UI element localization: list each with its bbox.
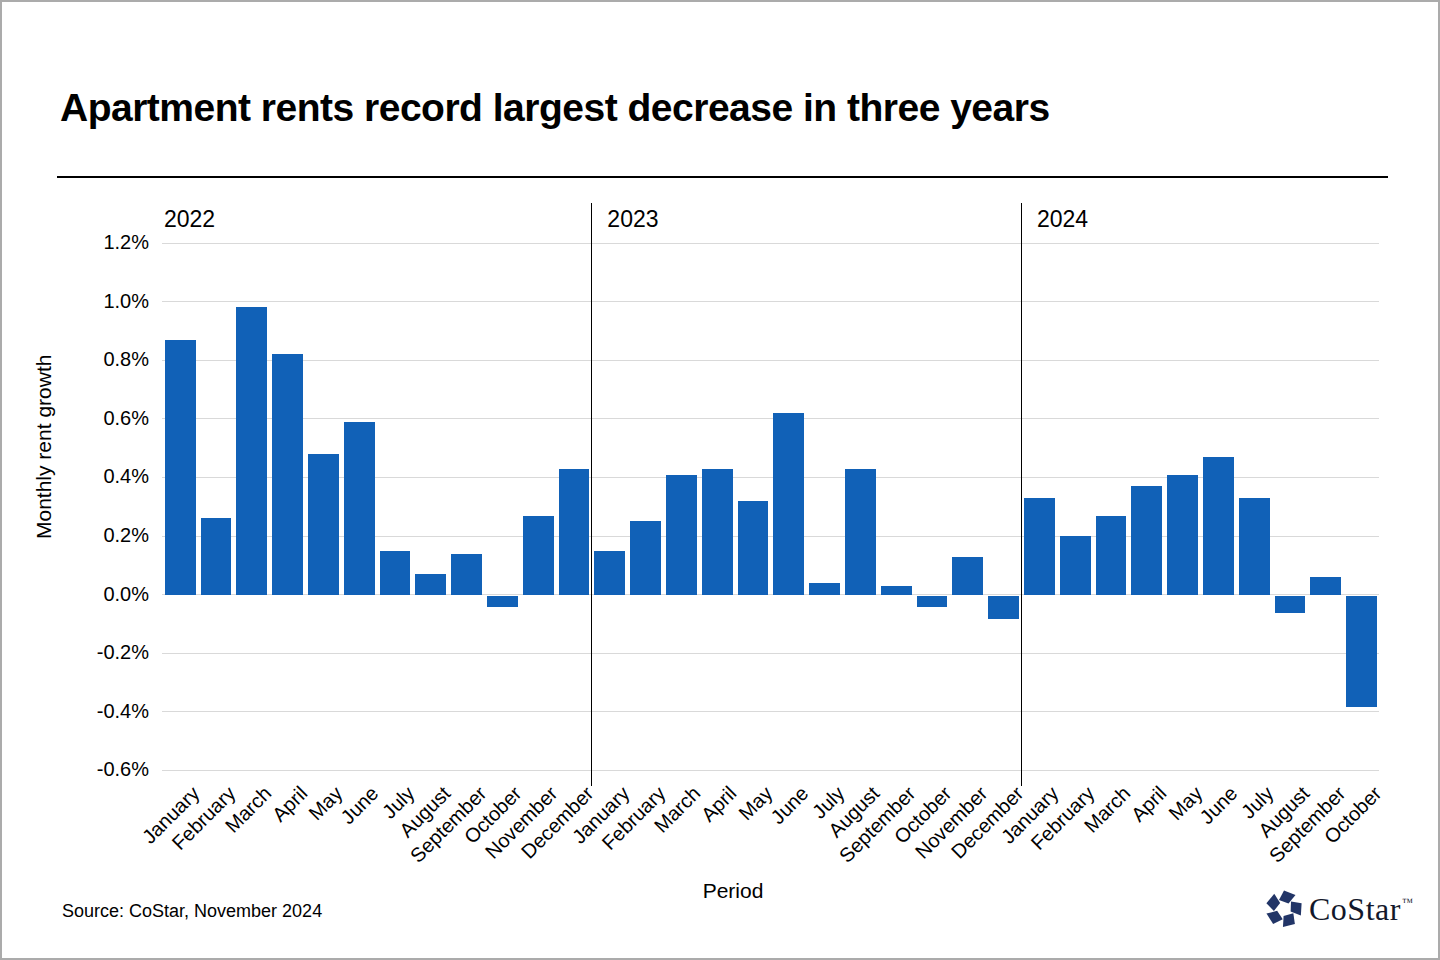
year-divider-2024 [1021, 203, 1022, 786]
bar-july-2023 [809, 583, 840, 595]
y-tick-label: 0.4% [54, 465, 149, 488]
year-label-2022: 2022 [164, 206, 215, 233]
costar-logo-text: CoStar™ [1309, 891, 1413, 928]
x-axis-title: Period [663, 879, 803, 903]
y-tick-label: 0.6% [54, 407, 149, 430]
year-label-2023: 2023 [607, 206, 658, 233]
bar-january-2024 [1024, 498, 1055, 595]
bar-december-2023 [988, 596, 1019, 619]
bar-october-2024 [1346, 596, 1377, 707]
y-tick-label: 0.8% [54, 348, 149, 371]
bar-september-2024 [1310, 577, 1341, 595]
bar-january-2023 [594, 551, 625, 595]
bar-april-2022 [272, 354, 303, 594]
bar-august-2023 [845, 469, 876, 595]
bar-october-2023 [917, 596, 948, 608]
bar-december-2022 [559, 469, 590, 595]
y-tick-label: 0.2% [54, 524, 149, 547]
bar-june-2023 [773, 413, 804, 595]
bar-november-2022 [523, 516, 554, 595]
bar-august-2024 [1275, 596, 1306, 614]
bar-february-2023 [630, 521, 661, 594]
chart-page: Apartment rents record largest decrease … [0, 0, 1440, 960]
gridline-1.2% [162, 243, 1379, 244]
bar-october-2022 [487, 596, 518, 608]
gridline-0.6% [162, 418, 1379, 419]
bar-june-2022 [344, 422, 375, 595]
gridline-1.0% [162, 301, 1379, 302]
y-tick-label: 0.0% [54, 583, 149, 606]
bar-june-2024 [1203, 457, 1234, 595]
bar-march-2022 [236, 307, 267, 594]
title-divider-line [57, 176, 1388, 178]
bar-march-2023 [666, 475, 697, 595]
bar-may-2023 [738, 501, 769, 595]
y-tick-label: -0.2% [54, 641, 149, 664]
y-tick-label: -0.6% [54, 758, 149, 781]
costar-logo: CoStar™ [1264, 889, 1413, 929]
year-label-2024: 2024 [1037, 206, 1088, 233]
bar-july-2024 [1239, 498, 1270, 595]
bar-november-2023 [952, 557, 983, 595]
bar-january-2022 [165, 340, 196, 595]
y-tick-label: 1.0% [54, 290, 149, 313]
bar-september-2022 [451, 554, 482, 595]
bar-february-2024 [1060, 536, 1091, 595]
y-tick-label: 1.2% [54, 231, 149, 254]
year-divider-2023 [591, 203, 592, 786]
bar-august-2022 [415, 574, 446, 595]
bar-july-2022 [380, 551, 411, 595]
chart-title: Apartment rents record largest decrease … [60, 86, 1050, 130]
bar-february-2022 [201, 518, 232, 594]
gridline--0.4% [162, 711, 1379, 712]
source-note: Source: CoStar, November 2024 [62, 901, 322, 922]
gridline--0.6% [162, 770, 1379, 771]
bar-march-2024 [1096, 516, 1127, 595]
bar-may-2024 [1167, 475, 1198, 595]
bar-september-2023 [881, 586, 912, 595]
gridline--0.2% [162, 653, 1379, 654]
gridline-0.8% [162, 360, 1379, 361]
y-tick-label: -0.4% [54, 700, 149, 723]
plot-area [162, 243, 1379, 771]
trademark-symbol: ™ [1402, 896, 1413, 908]
costar-pinwheel-icon [1264, 889, 1304, 929]
bar-april-2024 [1131, 486, 1162, 594]
bar-may-2022 [308, 454, 339, 595]
bar-april-2023 [702, 469, 733, 595]
